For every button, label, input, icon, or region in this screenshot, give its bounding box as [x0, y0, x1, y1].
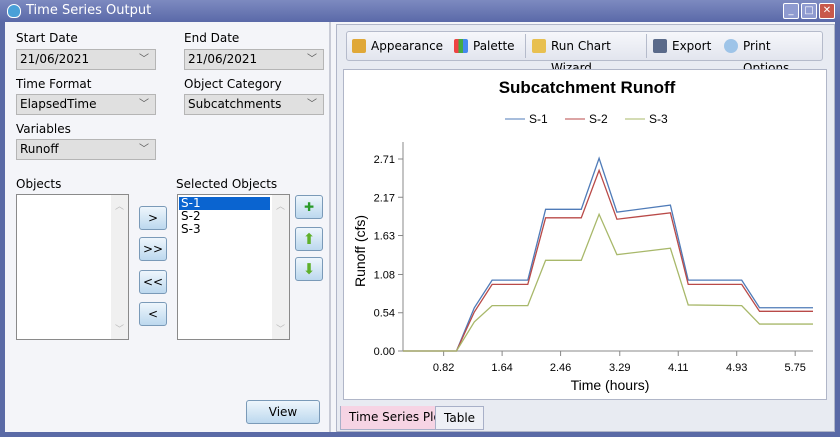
objects-label: Objects	[16, 177, 62, 191]
window-client: Start Date 21/06/2021 ﹀ End Date 21/06/20…	[5, 22, 835, 432]
palette-label: Palette	[473, 39, 515, 53]
add-objects-tool-button[interactable]: ✚	[295, 195, 323, 219]
x-tick-label: 2.46	[550, 362, 571, 374]
y-tick-label: 1.08	[374, 269, 395, 281]
x-tick-label: 4.93	[726, 362, 747, 374]
chevron-down-icon: ﹀	[307, 99, 317, 110]
y-tick-label: 2.17	[374, 192, 395, 204]
series-line-S-1	[403, 156, 813, 352]
x-tick-label: 5.75	[784, 362, 805, 374]
window-title: Time Series Output	[26, 3, 152, 18]
time-format-label: Time Format	[16, 77, 92, 91]
x-tick-label: 4.11	[668, 362, 689, 374]
divider	[646, 34, 647, 58]
y-tick-label: 1.63	[374, 231, 395, 243]
variables-label: Variables	[16, 122, 71, 136]
list-item[interactable]: S-2	[181, 209, 201, 223]
magnifier-icon	[724, 39, 738, 53]
maximize-button[interactable]: □	[801, 3, 817, 19]
series-line-S-3	[403, 212, 813, 352]
move-down-button[interactable]: ⬇	[295, 257, 323, 281]
chevron-down-icon: ﹀	[139, 99, 149, 110]
object-category-combo[interactable]: Subcatchments ﹀	[184, 94, 324, 115]
selected-objects-label: Selected Objects	[176, 177, 278, 191]
remove-all-objects-button[interactable]: <<	[139, 270, 167, 294]
end-date-label: End Date	[184, 31, 240, 45]
list-item-selected[interactable]: S-1	[179, 197, 270, 210]
export-label: Export	[672, 39, 712, 53]
list-item[interactable]: S-3	[181, 222, 201, 236]
object-category-label: Object Category	[184, 77, 282, 91]
chevron-down-icon: ﹀	[139, 54, 149, 65]
tab-table[interactable]: Table	[435, 406, 485, 430]
palette-button[interactable]: Palette ⌄	[451, 35, 523, 74]
plus-icon: ✚	[303, 200, 315, 214]
legend-label: S-1	[529, 112, 548, 126]
object-category-value: Subcatchments	[188, 97, 282, 111]
time-format-combo[interactable]: ElapsedTime ﹀	[16, 94, 156, 115]
scrollbar[interactable]: ︿ ﹀	[272, 195, 289, 339]
title-bar: Time Series Output _ □ ✕	[0, 0, 840, 22]
view-button[interactable]: View	[246, 400, 320, 424]
divider	[525, 34, 526, 58]
legend-label: S-2	[589, 112, 608, 126]
x-tick-label: 0.82	[433, 362, 454, 374]
variables-value: Runoff	[20, 142, 59, 156]
selected-objects-list[interactable]: S-1 S-2 S-3 ︿ ﹀	[177, 194, 290, 340]
y-axis-label: Runoff (cfs)	[352, 215, 368, 287]
runoff-chart: Subcatchment Runoff Time (hours) Runoff …	[352, 78, 813, 393]
objects-list[interactable]: ︿ ﹀	[16, 194, 129, 340]
legend-label: S-3	[649, 112, 668, 126]
scrollbar[interactable]: ︿ ﹀	[111, 195, 128, 339]
series-line-S-2	[403, 168, 813, 352]
x-tick-label: 1.64	[491, 362, 512, 374]
settings-panel: Start Date 21/06/2021 ﹀ End Date 21/06/20…	[5, 22, 331, 432]
run-chart-wizard-button[interactable]: Run Chart Wizard	[529, 35, 642, 75]
add-object-button[interactable]: >	[139, 206, 167, 230]
palette-icon	[454, 39, 468, 53]
app-icon	[7, 4, 21, 18]
chevron-down-icon: ﹀	[139, 144, 149, 155]
chart-title: Subcatchment Runoff	[499, 78, 676, 97]
remove-object-button[interactable]: <	[139, 302, 167, 326]
save-icon	[653, 39, 667, 53]
variables-combo[interactable]: Runoff ﹀	[16, 139, 156, 160]
chart-panel: Appearance ⌄ Palette ⌄ Run Chart Wizard …	[336, 24, 835, 432]
x-tick-label: 3.29	[609, 362, 630, 374]
chart-area: Subcatchment Runoff Time (hours) Runoff …	[343, 69, 827, 400]
end-date-combo[interactable]: 21/06/2021 ﹀	[184, 49, 324, 70]
arrow-down-icon: ⬇	[302, 260, 316, 278]
appearance-button[interactable]: Appearance ⌄	[349, 35, 447, 74]
arrow-up-icon: ⬆	[302, 230, 316, 248]
end-date-value: 21/06/2021	[188, 52, 258, 66]
y-tick-label: 0.54	[374, 308, 395, 320]
move-up-button[interactable]: ⬆	[295, 227, 323, 251]
chart-toolbar: Appearance ⌄ Palette ⌄ Run Chart Wizard …	[346, 31, 823, 75]
time-format-value: ElapsedTime	[20, 97, 97, 111]
minimize-button[interactable]: _	[783, 3, 799, 19]
start-date-combo[interactable]: 21/06/2021 ﹀	[16, 49, 156, 70]
start-date-label: Start Date	[16, 31, 78, 45]
appearance-label: Appearance	[371, 39, 444, 53]
wand-icon	[532, 39, 546, 53]
add-all-objects-button[interactable]: >>	[139, 237, 167, 261]
print-options-button[interactable]: Print Options	[721, 35, 811, 75]
paint-icon	[352, 39, 366, 53]
start-date-value: 21/06/2021	[20, 52, 90, 66]
y-tick-label: 2.71	[374, 154, 395, 166]
close-button[interactable]: ✕	[819, 3, 835, 19]
chevron-down-icon: ﹀	[307, 54, 317, 65]
x-axis-label: Time (hours)	[571, 377, 650, 393]
y-tick-label: 0.00	[374, 346, 395, 358]
export-button[interactable]: Export ⌄	[650, 35, 718, 74]
